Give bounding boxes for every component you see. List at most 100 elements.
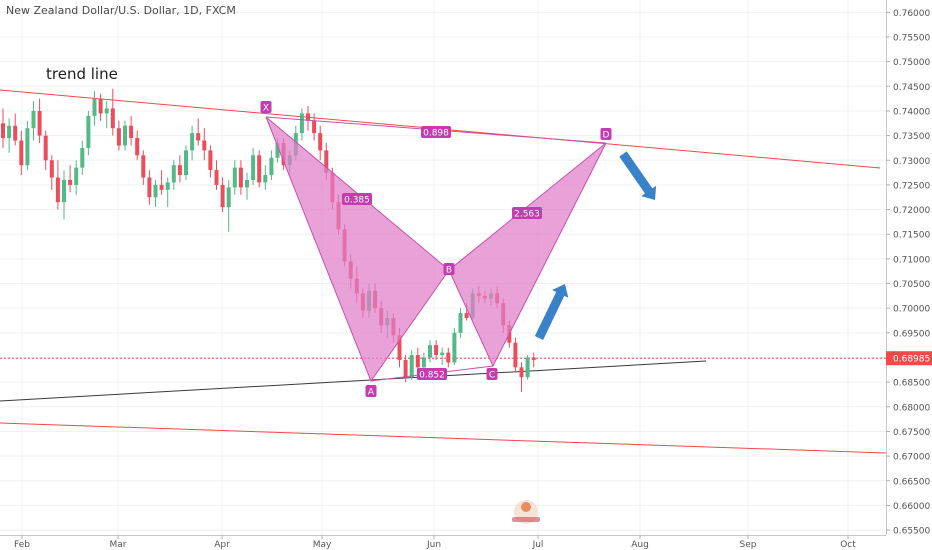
support-trend-line — [0, 360, 707, 402]
candle-body — [31, 110, 36, 129]
candle-body — [135, 138, 140, 156]
pattern-triangle-xab — [265, 116, 450, 383]
candle-body — [159, 184, 164, 190]
candle-body — [525, 357, 530, 378]
candle-body — [440, 352, 445, 356]
candle-body — [226, 187, 231, 208]
price-tick-label: 0.68500 — [893, 379, 930, 389]
price-axis[interactable]: 0.76000 0.75500 0.75000 0.74500 0.74000 0.735… — [886, 0, 932, 550]
direction-arrows — [534, 151, 657, 340]
candle-body — [92, 98, 97, 116]
candle-body — [165, 182, 170, 190]
candle-body — [251, 155, 256, 180]
point-a-label-bg — [365, 385, 377, 397]
candle-body — [55, 177, 60, 203]
candle-body — [147, 177, 152, 198]
point-c-label: C — [489, 371, 495, 381]
price-tick-label: 0.75000 — [893, 58, 930, 68]
candle-body — [245, 179, 249, 188]
candle-body — [263, 175, 268, 183]
ratio-xb-label: 0.385 — [344, 196, 370, 206]
candle-body — [110, 108, 115, 129]
candle-body — [129, 125, 134, 139]
candle-body — [7, 125, 12, 139]
current-price-tag — [886, 351, 932, 366]
candle-body — [141, 155, 146, 178]
price-tick-label: 0.74500 — [893, 83, 930, 93]
candle-body — [123, 125, 127, 146]
time-tick-label: Sep — [740, 540, 757, 550]
trend-line-annotation: trend line — [46, 65, 118, 83]
candle-body — [177, 165, 182, 176]
point-x-label: X — [263, 104, 269, 114]
candle-body — [257, 155, 262, 183]
candle-body — [318, 133, 323, 151]
point-c-label-bg — [486, 368, 498, 380]
point-x-label-bg — [260, 101, 272, 113]
candle-body — [403, 359, 408, 378]
price-axis-bg — [886, 0, 932, 550]
candle-body — [80, 147, 85, 168]
candle-body — [306, 113, 310, 121]
candle-body — [153, 184, 158, 198]
candle-body — [202, 140, 207, 151]
candle-body — [104, 108, 109, 114]
ratio-ac-label-bg — [417, 368, 447, 380]
candle-body — [68, 179, 73, 185]
price-tick-label: 0.65500 — [893, 527, 930, 537]
candle-body — [171, 165, 176, 183]
time-tick-label: Jul — [532, 540, 544, 550]
point-b-label-bg — [443, 263, 455, 275]
point-d-label: D — [603, 131, 610, 141]
candle-body — [13, 125, 18, 141]
candle-body — [397, 335, 402, 360]
candle-body — [190, 133, 195, 151]
price-tick-label: 0.69500 — [893, 329, 930, 339]
ratio-bd-label: 2.563 — [514, 210, 540, 220]
candle-body — [238, 167, 243, 188]
candle-body — [86, 115, 91, 148]
candle-body — [19, 140, 24, 166]
price-tick-label: 0.72500 — [893, 181, 930, 191]
ratio-ac-label: 0.852 — [419, 371, 445, 381]
price-tick-label: 0.70000 — [893, 305, 930, 315]
point-a-label: A — [368, 388, 375, 398]
grid-lines — [0, 0, 886, 535]
price-tick-label: 0.66500 — [893, 477, 930, 487]
lower-trend-line — [0, 422, 887, 454]
time-axis[interactable]: Feb Mar Apr May Jun Jul Aug Sep Oct — [0, 535, 886, 550]
price-tick-label: 0.67500 — [893, 428, 930, 438]
price-tick-label: 0.71000 — [893, 255, 930, 265]
candle-body — [409, 355, 414, 378]
candle-body — [116, 128, 121, 146]
price-tick-label: 0.67000 — [893, 453, 930, 463]
candle-body — [324, 150, 329, 173]
logo-bar — [512, 517, 540, 522]
candle-body — [275, 142, 280, 158]
candle-body — [62, 179, 66, 203]
candle-body — [208, 150, 213, 171]
current-price-label: 0.68985 — [893, 355, 930, 365]
price-tick-label: 0.73000 — [893, 157, 930, 167]
candle-body — [25, 128, 30, 166]
price-tick-label: 0.76000 — [893, 9, 930, 19]
logo-mark — [521, 502, 531, 512]
price-tick-label: 0.70500 — [893, 280, 930, 290]
candle-body — [312, 120, 317, 134]
candles — [1, 88, 536, 393]
candle-body — [531, 357, 536, 360]
price-tick-label: 0.73500 — [893, 132, 930, 142]
butterfly-pattern: X A B C D 0.898 0.385 2.563 0.852 — [260, 101, 612, 398]
price-tick-label: 0.72000 — [893, 206, 930, 216]
candle-body — [428, 345, 432, 358]
time-tick-label: Jun — [426, 540, 441, 550]
candle-body — [43, 135, 48, 161]
time-tick-label: Aug — [631, 540, 649, 550]
point-d-label-bg — [600, 128, 612, 140]
candle-body — [220, 184, 225, 208]
price-tick-label: 0.68000 — [893, 403, 930, 413]
candle-body — [196, 133, 201, 141]
candle-body — [513, 342, 518, 368]
candle-body — [98, 98, 103, 114]
